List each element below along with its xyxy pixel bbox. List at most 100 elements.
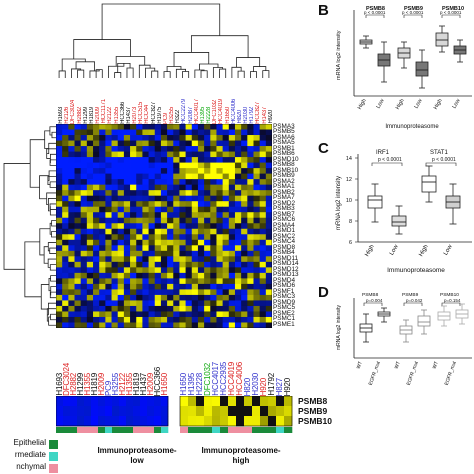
heatmap-cell: [210, 217, 217, 224]
heatmap-cell: [80, 278, 88, 285]
heatmap-cell: [185, 322, 193, 328]
significance-bracket: [441, 302, 461, 306]
heatmap-cell: [154, 256, 162, 263]
emt-status-cell: [147, 427, 155, 433]
protein-label: PSMB3: [273, 205, 295, 213]
heatmap-cell: [167, 157, 174, 163]
heatmap-cell: [142, 256, 149, 263]
heatmap-cell: [234, 272, 242, 279]
heatmap-cell: [154, 234, 162, 241]
heatmap-cell: [154, 173, 162, 180]
heatmap-cell: [136, 195, 143, 202]
heatmap-cell: [173, 239, 180, 246]
heatmap-cell: [154, 267, 162, 274]
heatmap-cell: [142, 250, 149, 257]
heatmap-cell: [197, 168, 205, 175]
heatmap-cell: [86, 322, 94, 328]
heatmap-cell: [197, 294, 205, 301]
heatmap-cell: [56, 294, 63, 301]
proteasome-labels: PSMA3 PSMB5 PSMA6 PSMA5 PSMB1 PSMB6 PSMD10 PSMB…: [273, 123, 313, 328]
heatmap-cell: [216, 305, 224, 312]
heatmap-cell: [253, 206, 261, 213]
heatmap-cell: [56, 228, 63, 235]
protein-label: PSMD9: [273, 298, 296, 306]
heatmap-cell: [68, 206, 75, 213]
heatmap-cell: [62, 135, 69, 141]
heatmap-cell: [228, 124, 236, 130]
heatmap-cell: [130, 173, 137, 180]
heatmap-cell: [191, 283, 199, 290]
heatmap-cell: [179, 300, 186, 307]
heatmap-cell: [68, 294, 75, 301]
heatmap-cell: [62, 311, 69, 318]
significance-bracket: [425, 162, 457, 166]
heatmap-cell: [191, 305, 199, 312]
sub-heatmap-cell: [196, 416, 205, 427]
dendrogram-branch: [47, 242, 56, 252]
heatmap-cell: [130, 217, 137, 224]
heatmap-cell: [105, 168, 112, 175]
heatmap-cell: [86, 140, 94, 147]
heatmap-cell: [93, 256, 100, 263]
heatmap-cell: [253, 140, 261, 147]
heatmap-cell: [241, 201, 248, 208]
immunoproteasome-heatmap: [56, 396, 293, 433]
heatmap-cell: [160, 129, 168, 136]
heatmap-cell: [136, 140, 143, 147]
heatmap-cell: [216, 129, 224, 136]
heatmap-cell: [204, 173, 211, 180]
heatmap-cell: [117, 195, 125, 202]
heatmap-cell: [265, 212, 272, 219]
heatmap-cell: [136, 151, 143, 158]
heatmap-cell: [259, 250, 267, 257]
dendrogram-branch: [47, 170, 56, 181]
heatmap-cell: [111, 173, 119, 180]
heatmap-cell: [234, 228, 242, 235]
heatmap-cell: [210, 256, 217, 263]
heatmap-cell: [241, 217, 248, 224]
heatmap-cell: [117, 146, 125, 152]
heatmap-cell: [241, 234, 248, 241]
heatmap-cell: [68, 135, 75, 141]
heatmap-cell: [197, 278, 205, 285]
sub-heatmap-cell: [180, 396, 189, 407]
heatmap-cell: [185, 146, 193, 152]
heatmap-cell: [99, 272, 106, 279]
dendrogram-branch: [250, 71, 257, 78]
x-tick-label: Low: [443, 243, 454, 256]
heatmap-cell: [111, 316, 119, 323]
sample-label: H1437: [261, 107, 268, 124]
heatmap-cell: [204, 129, 211, 136]
heatmap-cell: [210, 157, 217, 163]
heatmap-cell: [247, 245, 254, 252]
heatmap-cell: [80, 129, 88, 136]
heatmap-cell: [259, 217, 267, 224]
heatmap-cell: [179, 283, 186, 290]
heatmap-cell: [185, 195, 193, 202]
heatmap-cell: [130, 305, 137, 312]
heatmap-cell: [179, 311, 186, 318]
protein-label: PSMC3: [273, 293, 296, 301]
heatmap-cell: [160, 168, 168, 175]
heatmap-cell: [142, 190, 149, 197]
sub-sample-label: H1650: [160, 373, 169, 396]
heatmap-cell: [167, 135, 174, 141]
heatmap-cell: [216, 239, 224, 246]
heatmap-cell: [136, 223, 143, 230]
panel-c-letter: C: [318, 140, 329, 157]
heatmap-cell: [93, 311, 100, 318]
heatmap-cell: [117, 162, 125, 169]
heatmap-cell: [160, 228, 168, 235]
heatmap-cell: [179, 239, 186, 246]
heatmap-cell: [136, 311, 143, 318]
heatmap-cell: [123, 272, 131, 279]
heatmap-cell: [167, 201, 174, 208]
heatmap-cell: [185, 300, 193, 307]
heatmap-cell: [111, 278, 119, 285]
heatmap-cell: [68, 140, 75, 147]
heatmap-cell: [74, 267, 82, 274]
heatmap-cell: [173, 217, 180, 224]
heatmap-cell: [222, 168, 230, 175]
heatmap-cell: [167, 184, 174, 191]
heatmap-cell: [234, 201, 242, 208]
